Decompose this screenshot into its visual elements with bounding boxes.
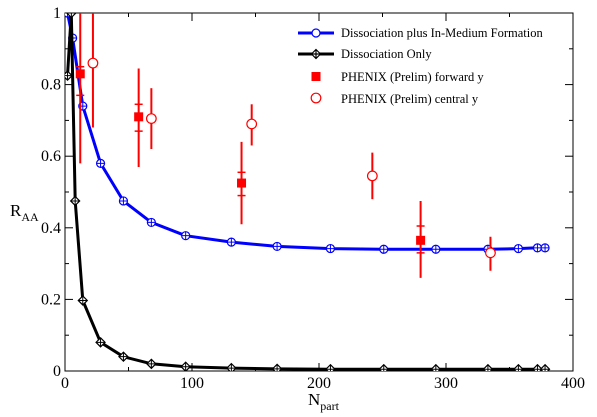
data-point-cross xyxy=(96,337,106,347)
legend-swatch-marker-3 xyxy=(311,72,321,81)
data-point-cross xyxy=(379,364,389,371)
data-point-cross xyxy=(514,244,523,253)
legend-entry-4: PHENIX (Prelim) central y xyxy=(310,92,479,106)
data-point-cross xyxy=(227,238,236,247)
legend-entry-1: Dissociation plus In-Medium Formation xyxy=(298,26,543,40)
plot-frame xyxy=(64,12,574,372)
x-tick-label: 200 xyxy=(307,375,331,392)
data-point-cross xyxy=(66,13,76,18)
y-tick-label: 0 xyxy=(53,363,61,380)
data-point xyxy=(134,112,144,122)
y-tick-label: 0.8 xyxy=(41,77,61,94)
axis-ticks: 0 100 200 300 400 0 0.2 0.4 0.6 0.8 1 xyxy=(41,5,585,392)
overlay-layer xyxy=(75,13,496,278)
x-tick-label: 0 xyxy=(61,375,69,392)
data-point-cross xyxy=(78,295,88,305)
data-point xyxy=(237,178,247,188)
data-point xyxy=(145,113,157,125)
series-line-2 xyxy=(66,13,546,371)
data-point-cross xyxy=(272,364,282,371)
data-point-cross xyxy=(540,364,550,371)
legend-entry-2: Dissociation Only xyxy=(298,47,432,61)
data-point-cross xyxy=(181,231,190,240)
legend-label-2: Dissociation Only xyxy=(341,47,432,61)
legend-swatch-marker-2 xyxy=(310,48,322,60)
x-axis-title: Npart xyxy=(308,390,340,413)
x-tick-label: 100 xyxy=(180,375,204,392)
y-axis-title-main: R xyxy=(10,201,22,220)
data-point-cross xyxy=(326,244,335,253)
data-point xyxy=(366,170,378,182)
data-point-cross xyxy=(226,363,236,371)
legend-label-4: PHENIX (Prelim) central y xyxy=(341,92,479,106)
legend-entry-3: PHENIX (Prelim) forward y xyxy=(311,70,484,84)
data-point-cross xyxy=(325,364,335,371)
legend-label-3: PHENIX (Prelim) forward y xyxy=(341,70,484,84)
y-tick-label: 0.6 xyxy=(41,148,61,165)
data-point xyxy=(246,118,258,130)
y-tick-label: 1 xyxy=(53,5,61,22)
y-tick-label: 0.4 xyxy=(41,220,61,237)
legend-swatch-marker-4 xyxy=(310,92,322,104)
data-point-cross xyxy=(483,364,493,371)
y-axis-title-sub: AA xyxy=(21,210,39,224)
data-point-cross xyxy=(379,245,388,254)
data-point xyxy=(87,57,99,69)
legend: Dissociation plus In-Medium Formation Di… xyxy=(298,26,543,106)
data-point-cross xyxy=(147,218,156,227)
data-point-cross xyxy=(65,71,73,81)
data-point-cross xyxy=(65,13,72,17)
data-point-cross xyxy=(146,359,156,369)
data-point-cross xyxy=(70,196,80,206)
series-layer xyxy=(65,13,551,371)
data-point xyxy=(485,247,496,259)
data-point xyxy=(416,235,426,245)
x-axis-title-sub: part xyxy=(320,399,339,413)
x-tick-label: 400 xyxy=(561,375,585,392)
data-point-cross xyxy=(431,245,440,254)
data-point-cross xyxy=(118,352,128,362)
data-point-cross xyxy=(273,242,282,251)
legend-label-1: Dissociation plus In-Medium Formation xyxy=(341,26,543,40)
data-point-cross xyxy=(181,362,191,371)
data-point-cross xyxy=(431,364,441,371)
legend-swatch-marker-1 xyxy=(311,28,321,38)
y-tick-label: 0.2 xyxy=(41,291,61,308)
data-point-cross xyxy=(533,243,542,252)
data-point-cross xyxy=(541,243,550,252)
x-axis-title-main: N xyxy=(308,390,320,409)
data-point-cross xyxy=(119,196,128,205)
y-axis-title: RAA xyxy=(10,201,39,224)
data-point xyxy=(75,69,85,79)
data-point-cross xyxy=(96,159,105,168)
data-point-cross xyxy=(513,364,523,371)
x-tick-label: 300 xyxy=(434,375,458,392)
series-line-1 xyxy=(66,13,546,251)
